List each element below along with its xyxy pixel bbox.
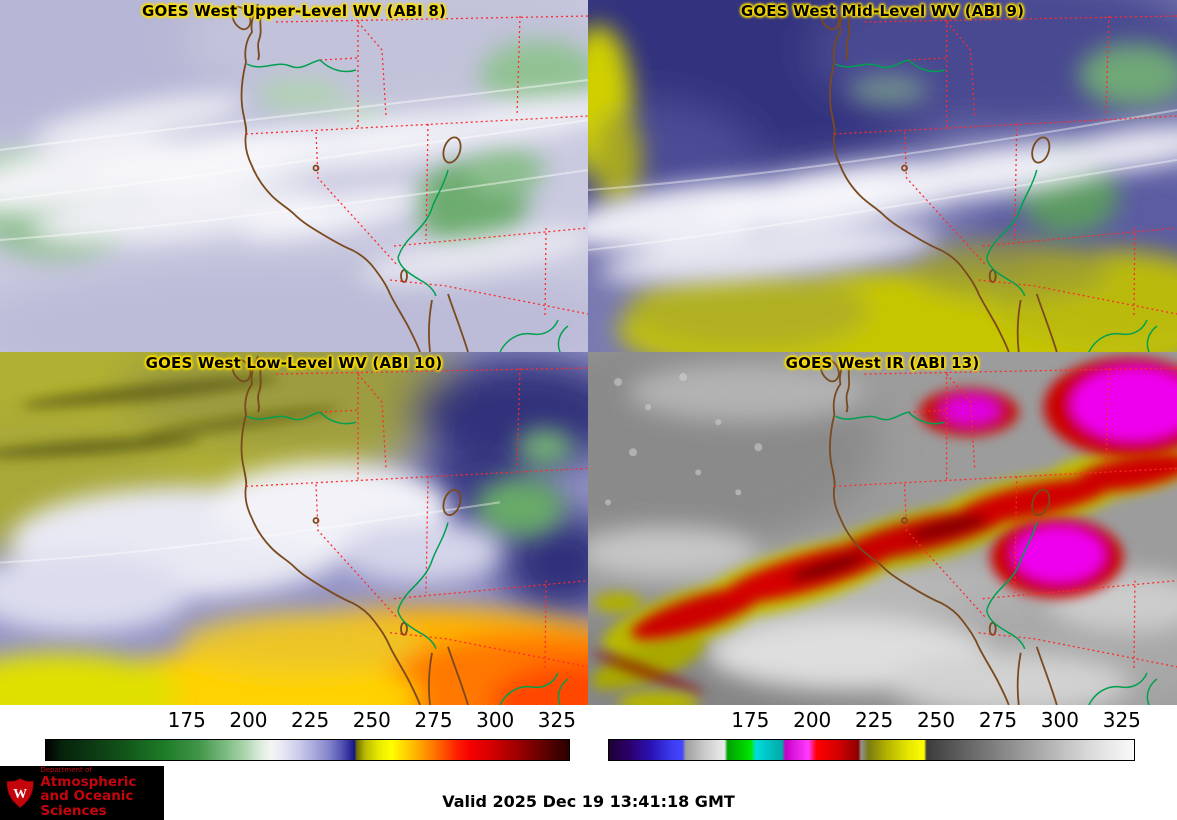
wv-colorbar-gradient: [45, 739, 570, 761]
colorbar-tick: 325: [537, 708, 576, 732]
colorbar-tick: 250: [916, 708, 956, 732]
panel-upper-wv: GOES West Upper-Level WV (ABI 8): [0, 0, 588, 352]
colorbar-tick: 300: [476, 708, 515, 732]
satellite-image-abi8: [0, 0, 588, 352]
wv-colorbar: 175 200 225 250 275 300 325: [45, 705, 576, 766]
logo-line2: and Oceanic Sciences: [40, 788, 134, 820]
colorbar-tick: 275: [978, 708, 1018, 732]
logo-department-of: Department of: [40, 766, 92, 775]
colorbar-tick: 275: [414, 708, 453, 732]
ir-colorbar: 175 200 225 250 275 300 325: [608, 705, 1141, 766]
colorbar-tick: 250: [352, 708, 391, 732]
panel-mid-wv: GOES West Mid-Level WV (ABI 9): [588, 0, 1177, 352]
footer: W Department of Atmospheric and Oceanic …: [0, 766, 1177, 820]
colorbar-tick: 225: [855, 708, 894, 732]
panel-grid: GOES West Upper-Level WV (ABI 8): [0, 0, 1177, 705]
colorbar-tick: 175: [167, 708, 206, 732]
colorbar-tick: 200: [229, 708, 268, 732]
panel-title: GOES West Upper-Level WV (ABI 8): [141, 2, 447, 20]
colorbar-tick: 325: [1102, 708, 1141, 732]
svg-text:W: W: [13, 786, 27, 801]
colorbar-tick: 200: [793, 708, 832, 732]
colorbar-tick: 175: [731, 708, 770, 732]
satellite-image-abi10: [0, 352, 588, 705]
ir-colorbar-ticks: 175 200 225 250 275 300 325: [608, 708, 1141, 736]
panel-low-wv: GOES West Low-Level WV (ABI 10): [0, 352, 588, 705]
satellite-image-abi9: [588, 0, 1177, 352]
wv-colorbar-ticks: 175 200 225 250 275 300 325: [45, 708, 576, 736]
logo-text: Department of Atmospheric and Oceanic Sc…: [40, 766, 159, 820]
satellite-image-abi13: [588, 352, 1177, 705]
valid-time: Valid 2025 Dec 19 13:41:18 GMT: [442, 792, 735, 811]
colorbar-tick: 300: [1040, 708, 1079, 732]
ir-colorbar-gradient: [608, 739, 1135, 761]
uw-crest-icon: W: [6, 778, 34, 808]
panel-title: GOES West IR (ABI 13): [785, 354, 980, 372]
panel-title: GOES West Mid-Level WV (ABI 9): [740, 2, 1025, 20]
panel-title: GOES West Low-Level WV (ABI 10): [145, 354, 443, 372]
logo-line1: Atmospheric: [40, 773, 137, 790]
panel-ir: GOES West IR (ABI 13): [588, 352, 1177, 705]
colorbar-section: 175 200 225 250 275 300 325 175 200 225 …: [0, 705, 1177, 766]
uw-aos-logo: W Department of Atmospheric and Oceanic …: [0, 766, 164, 820]
colorbar-tick: 225: [291, 708, 330, 732]
